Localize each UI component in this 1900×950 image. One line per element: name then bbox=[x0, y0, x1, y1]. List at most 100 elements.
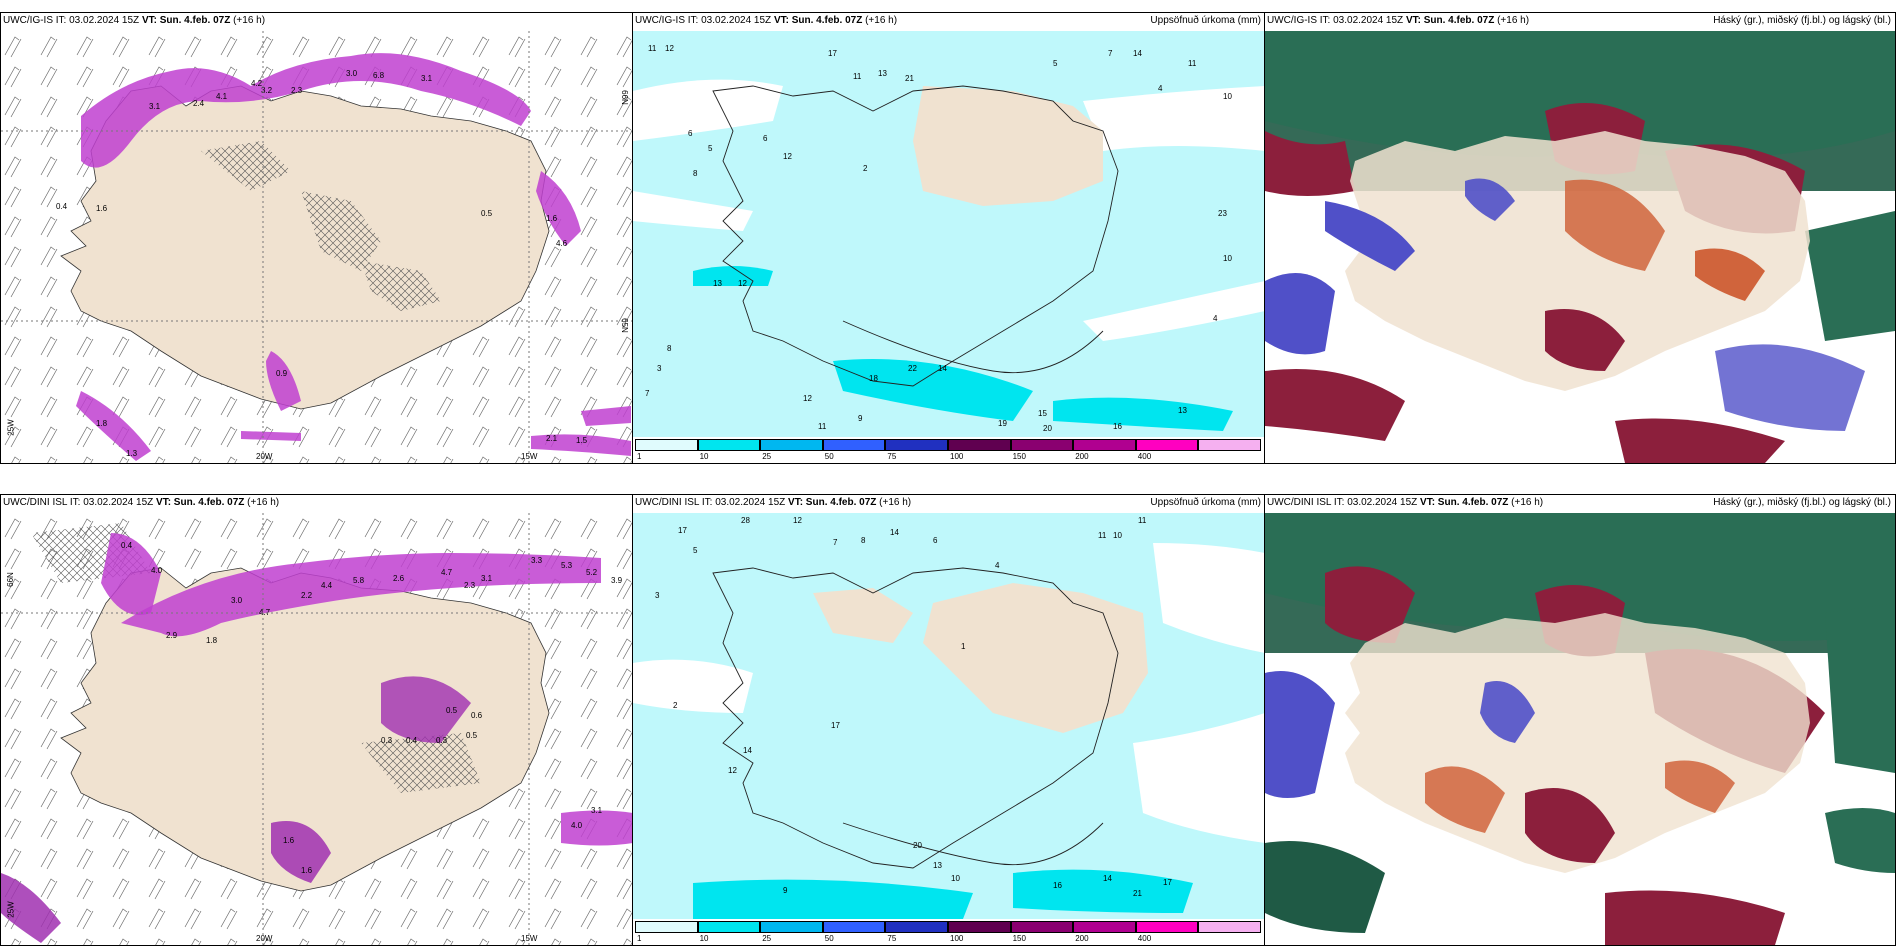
colorbar-label: 100 bbox=[950, 934, 964, 943]
precip-value: 1.6 bbox=[283, 836, 295, 845]
precip-value: 2 bbox=[673, 701, 678, 710]
precip-value: 3.3 bbox=[531, 556, 543, 565]
precip-value: 11 bbox=[1188, 59, 1197, 68]
panel-clouds-ig: UWC/IG-IS IT: 03.02.2024 15Z VT: Sun. 4.… bbox=[1264, 12, 1896, 464]
precip-value: 4.1 bbox=[216, 92, 228, 101]
colorbar-label: 25 bbox=[762, 452, 772, 461]
axis-label: 25W bbox=[6, 419, 16, 436]
axis-label: 65N bbox=[619, 318, 629, 333]
precip-value: 1.3 bbox=[126, 449, 138, 458]
precip-value: 13 bbox=[1178, 406, 1187, 415]
precip-value: 5.2 bbox=[586, 568, 598, 577]
precip-value: 22 bbox=[908, 364, 917, 373]
colorbar-label: 10 bbox=[699, 452, 709, 461]
panel-title: UWC/IG-IS IT: 03.02.2024 15Z VT: Sun. 4.… bbox=[635, 15, 898, 26]
map-clouds bbox=[1265, 513, 1895, 945]
precip-value: 4.7 bbox=[441, 568, 453, 577]
precip-value: 14 bbox=[743, 746, 752, 755]
precip-value: 2.9 bbox=[166, 631, 178, 640]
precip-value: 7 bbox=[645, 389, 650, 398]
colorbar-segment bbox=[760, 921, 823, 933]
precip-value: 17 bbox=[828, 49, 837, 58]
colorbar-label: 10 bbox=[699, 934, 709, 943]
precip-value: 3.1 bbox=[149, 102, 161, 111]
colorbar-segment bbox=[885, 439, 948, 451]
precip-value: 12 bbox=[665, 44, 674, 53]
precip-value: 1.8 bbox=[206, 636, 218, 645]
axis-label: 25W bbox=[6, 901, 16, 918]
colorbar: 1 10 25 50 75 100 150 200 400 bbox=[633, 919, 1265, 945]
colorbar: 1 10 25 50 75 100 150 200 400 bbox=[633, 437, 1265, 463]
precip-value: 18 bbox=[869, 374, 878, 383]
precip-value: 1.6 bbox=[96, 204, 108, 213]
precip-value: 0.4 bbox=[121, 541, 133, 550]
precip-value: 10 bbox=[1223, 92, 1232, 101]
colorbar-segment bbox=[1198, 439, 1261, 451]
precip-value: 1 bbox=[961, 642, 966, 651]
axis-label: 20W bbox=[256, 934, 273, 943]
precip-value: 19 bbox=[998, 419, 1007, 428]
colorbar-segment bbox=[822, 921, 886, 933]
precip-value: 4 bbox=[1158, 84, 1163, 93]
precip-value: 3.2 bbox=[261, 86, 273, 95]
precip-value: 2.6 bbox=[393, 574, 405, 583]
precip-value: 1.6 bbox=[301, 866, 313, 875]
panel-accum-precip-ig: UWC/IG-IS IT: 03.02.2024 15Z VT: Sun. 4.… bbox=[632, 12, 1266, 464]
precip-value: 2 bbox=[863, 164, 868, 173]
precip-value: 12 bbox=[738, 279, 747, 288]
precip-value: 4.4 bbox=[321, 581, 333, 590]
precip-value: 0.9 bbox=[276, 369, 288, 378]
precip-value: 3.1 bbox=[481, 574, 493, 583]
colorbar-label: 50 bbox=[824, 452, 834, 461]
precip-value: 6 bbox=[763, 134, 768, 143]
panel-title: UWC/DINI ISL IT: 03.02.2024 15Z VT: Sun.… bbox=[3, 497, 280, 508]
precip-value: 20 bbox=[913, 841, 922, 850]
precip-value: 3.0 bbox=[346, 69, 358, 78]
precip-value: 5.8 bbox=[353, 576, 365, 585]
panel-title: UWC/IG-IS IT: 03.02.2024 15Z VT: Sun. 4.… bbox=[1267, 15, 1530, 26]
precip-value: 21 bbox=[905, 74, 914, 83]
precip-value: 5 bbox=[1053, 59, 1058, 68]
precip-value: 15 bbox=[1038, 409, 1047, 418]
axis-label: 66N bbox=[619, 90, 629, 105]
colorbar-label: 400 bbox=[1137, 452, 1152, 461]
precip-value: 10 bbox=[1113, 531, 1122, 540]
precip-value: 10 bbox=[1223, 254, 1232, 263]
precip-value: 4.6 bbox=[556, 239, 568, 248]
precip-value: 11 bbox=[648, 44, 657, 53]
colorbar-label: 75 bbox=[887, 934, 897, 943]
precip-value: 0.6 bbox=[471, 711, 483, 720]
precip-value: 0.5 bbox=[446, 706, 458, 715]
precip-value: 16 bbox=[1113, 422, 1122, 431]
precip-value: 8 bbox=[861, 536, 866, 545]
colorbar-segment bbox=[1010, 921, 1074, 933]
colorbar-segment bbox=[635, 439, 698, 451]
axis-label: 66N bbox=[5, 572, 15, 587]
precip-value: 3.1 bbox=[421, 74, 433, 83]
precip-value: 0.5 bbox=[481, 209, 493, 218]
panel-title: UWC/IG-IS IT: 03.02.2024 15Z VT: Sun. 4.… bbox=[3, 15, 266, 26]
precip-value: 3.0 bbox=[231, 596, 243, 605]
precip-value: 10 bbox=[951, 874, 960, 883]
map-precip-wind: 3.0 6.8 3.1 4.2 3.2 2.3 2.4 4.1 3.1 1.6 … bbox=[1, 31, 633, 463]
colorbar-segment bbox=[948, 439, 1011, 451]
precip-value: 16 bbox=[1053, 881, 1062, 890]
colorbar-label: 75 bbox=[887, 452, 897, 461]
colorbar-label: 100 bbox=[950, 452, 964, 461]
axis-label: 15W bbox=[521, 934, 538, 943]
precip-value: 14 bbox=[1103, 874, 1112, 883]
precip-value: 7 bbox=[1108, 49, 1113, 58]
precip-value: 8 bbox=[667, 344, 672, 353]
precip-value: 5.3 bbox=[561, 561, 573, 570]
panel-subtitle: Uppsöfnuð úrkoma (mm) bbox=[1150, 497, 1261, 508]
iceland-land bbox=[60, 85, 550, 410]
precip-value: 7 bbox=[833, 538, 838, 547]
precip-value: 12 bbox=[728, 766, 737, 775]
precip-value: 4.0 bbox=[571, 821, 583, 830]
precip-value: 9 bbox=[783, 886, 788, 895]
precip-value: 11 bbox=[853, 72, 862, 81]
panel-precip-type-ig: UWC/IG-IS IT: 03.02.2024 15Z VT: Sun. 4.… bbox=[0, 12, 634, 464]
precip-value: 4 bbox=[1213, 314, 1218, 323]
precip-value: 0.4 bbox=[406, 736, 418, 745]
colorbar-segment bbox=[1073, 921, 1136, 933]
